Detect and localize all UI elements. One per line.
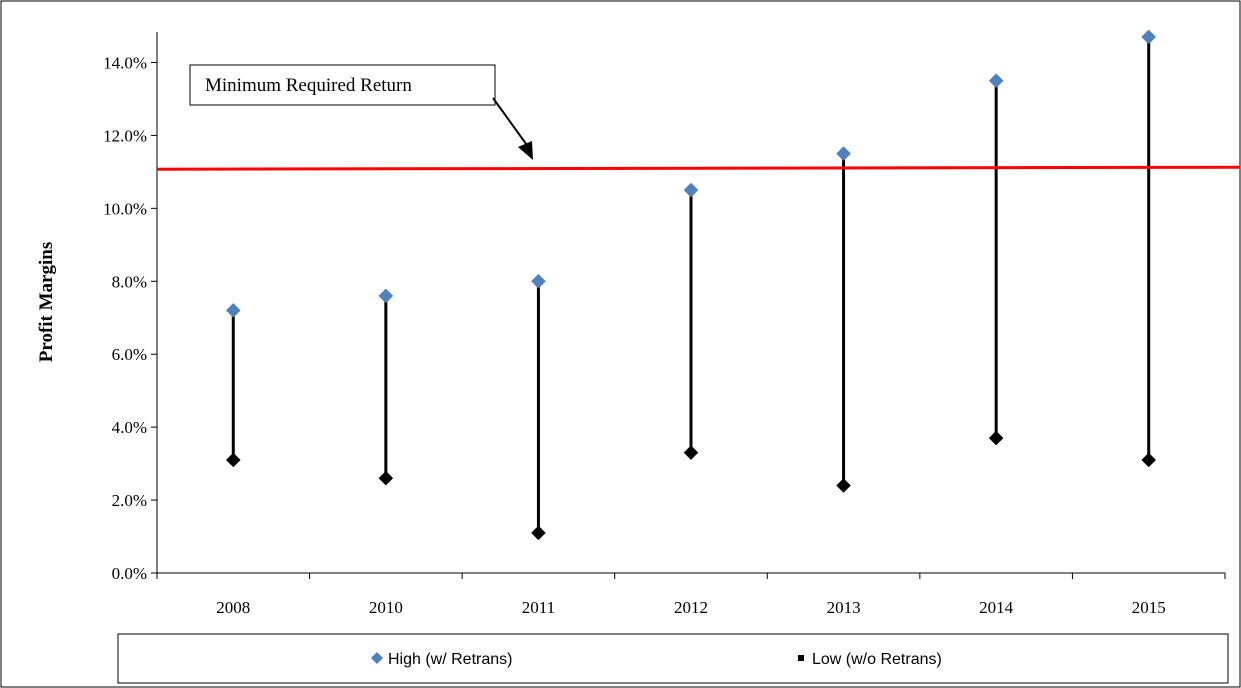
y-tick-label: 4.0% (112, 418, 147, 437)
y-ticks: 0.0% 2.0% 4.0% 6.0% 8.0% 10.0% 12.0% 14.0% (103, 53, 157, 583)
y-tick-label: 10.0% (103, 199, 147, 218)
y-tick-label: 12.0% (103, 126, 147, 145)
markers (225, 29, 1157, 541)
x-tick-label: 2012 (674, 598, 708, 617)
high-low-lines (231, 36, 1151, 533)
annotation-text: Minimum Required Return (205, 75, 412, 96)
high-marker (225, 303, 241, 318)
legend-low-marker (798, 655, 804, 661)
x-tick-label: 2015 (1132, 598, 1166, 617)
annotation-box (189, 64, 496, 106)
legend-high-label: High (w/ Retrans) (388, 651, 512, 668)
y-tick-label: 14.0% (103, 53, 147, 72)
low-marker (836, 478, 851, 493)
low-marker (531, 525, 546, 541)
y-tick-label: 0.0% (112, 564, 147, 583)
low-marker (1141, 452, 1157, 468)
annotation-arrowhead (518, 141, 533, 160)
low-marker (378, 470, 394, 486)
high-marker (836, 146, 851, 161)
high-marker (531, 273, 546, 289)
legend (117, 633, 1229, 684)
minimum-return-line (156, 165, 1241, 171)
y-tick-label: 2.0% (112, 491, 147, 510)
low-marker (988, 430, 1004, 446)
high-marker (988, 73, 1004, 89)
low-marker (683, 445, 699, 461)
x-tick-label: 2008 (216, 598, 250, 617)
high-marker (378, 288, 394, 304)
x-ticks: 2008 2010 2011 2012 2013 2014 2015 (156, 573, 1226, 617)
legend-high-marker (371, 652, 383, 664)
y-axis-title: Profit Margins (36, 242, 57, 363)
x-tick-label: 2010 (369, 598, 403, 617)
y-tick-label: 8.0% (112, 272, 147, 291)
x-tick-label: 2014 (979, 598, 1014, 617)
legend-low-label: Low (w/o Retrans) (812, 651, 942, 668)
high-marker (1141, 29, 1157, 45)
x-tick-label: 2011 (522, 598, 555, 617)
x-tick-label: 2013 (827, 598, 861, 617)
low-marker (225, 452, 241, 468)
annotation-arrow (492, 97, 530, 149)
high-marker (683, 182, 699, 198)
y-tick-label: 6.0% (112, 345, 147, 364)
